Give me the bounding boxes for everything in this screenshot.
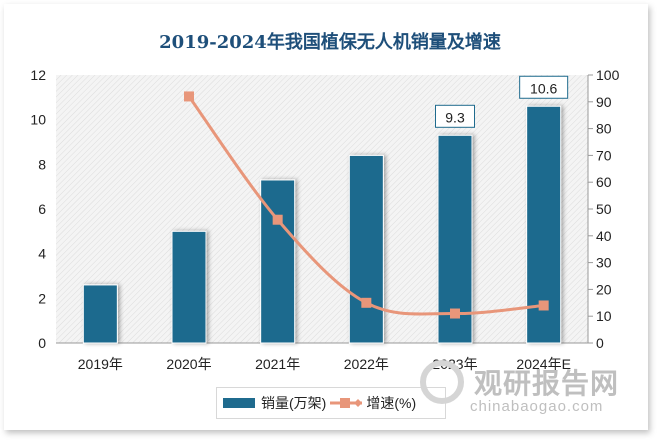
y-right-tick-label: 80 (596, 121, 612, 137)
x-tick-label: 2024年E (516, 356, 570, 372)
y-right-tick-label: 100 (596, 67, 620, 83)
y-left-tick-label: 12 (30, 67, 46, 83)
bar-2023年 (437, 134, 473, 344)
watermark-name: 观研报告网 (474, 368, 620, 399)
plot-area (56, 75, 588, 343)
y-right-tick-label: 10 (596, 308, 612, 324)
watermark-logo (420, 360, 464, 404)
y-left-tick-label: 6 (38, 201, 46, 217)
data-label: 10.6 (530, 80, 557, 96)
y-left-tick-label: 10 (30, 112, 46, 128)
growth-marker (184, 91, 194, 102)
y-left-tick-label: 0 (38, 335, 46, 351)
y-right-tick-label: 30 (596, 255, 612, 271)
legend-swatch-growth (330, 398, 363, 408)
legend-label-growth: 增速(%) (366, 395, 417, 411)
y-left-tick-label: 8 (38, 156, 46, 172)
watermark-url: chinabaogao.com (470, 398, 604, 415)
growth-line (187, 95, 544, 316)
y-right-tick-label: 50 (596, 201, 612, 217)
data-label-box (519, 75, 569, 99)
x-tick-label: 2022年 (344, 356, 389, 372)
growth-marker (272, 214, 283, 225)
growth-marker (450, 308, 460, 319)
legend-label-sales: 销量(万架) (261, 395, 327, 411)
bar-2022年 (348, 154, 384, 344)
y-left-tick-label: 2 (38, 290, 46, 306)
y-right-tick-label: 40 (596, 228, 612, 244)
data-label: 9.3 (445, 109, 465, 125)
y-right-tick-label: 60 (596, 174, 612, 190)
y-left-tick-label: 4 (38, 246, 46, 262)
legend: 销量(万架) 增速(%) (216, 387, 446, 419)
x-tick-label: 2020年 (166, 356, 211, 372)
growth-marker (538, 300, 549, 311)
chart-title: 2019-2024年我国植保无人机销量及增速 (159, 32, 501, 53)
growth-marker (361, 297, 372, 308)
y-right-tick-label: 0 (596, 335, 604, 351)
data-label-box (435, 104, 475, 128)
bar-2020年 (171, 230, 207, 344)
bar-2019年 (82, 284, 118, 344)
legend-swatch-sales (223, 398, 255, 408)
y-right-tick-label: 20 (596, 281, 612, 297)
y-right-tick-label: 90 (596, 94, 612, 110)
y-right-tick-label: 70 (596, 147, 612, 163)
x-tick-label: 2021年 (255, 356, 300, 372)
x-tick-label: 2019年 (78, 356, 123, 372)
